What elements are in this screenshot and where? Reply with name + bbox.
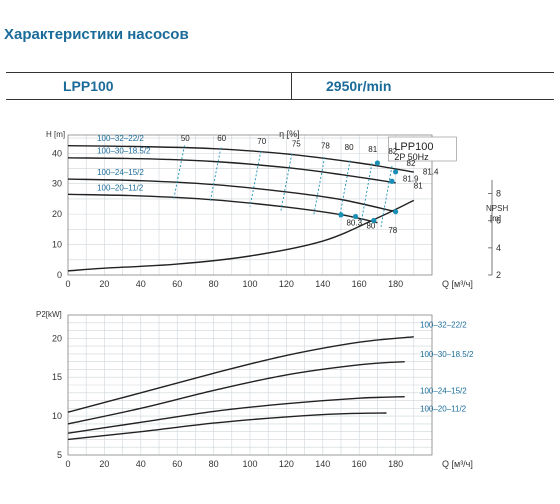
- legend-box: [388, 136, 457, 162]
- x-tick-label: 100: [242, 459, 257, 469]
- y-tick-label: 10: [52, 240, 62, 250]
- operating-point: [393, 209, 399, 215]
- x-tick-label: 80: [209, 459, 219, 469]
- x-tick-label: 0: [65, 459, 70, 469]
- efficiency-isoline: [173, 145, 185, 200]
- x-axis-label: Q [м³/ч]: [442, 279, 473, 289]
- head-curve: [67, 193, 378, 224]
- x-tick-label: 140: [315, 279, 330, 289]
- efficiency-value-label: 80: [345, 143, 354, 152]
- model-header-table: LPP100 2950r/min: [6, 72, 554, 100]
- rotation-speed: 2950r/min: [326, 78, 392, 94]
- y-axis-label: H [m]: [46, 130, 65, 139]
- efficiency-value-label: 81.9: [403, 174, 419, 183]
- x-tick-label: 180: [388, 459, 403, 469]
- efficiency-isoline: [313, 157, 326, 216]
- operating-point: [371, 217, 377, 224]
- efficiency-value-label: 78: [321, 141, 330, 150]
- legend-subtitle: 2P 50Hz: [394, 152, 429, 162]
- efficiency-value-label: 81.4: [423, 168, 439, 177]
- efficiency-value-label: 50: [181, 134, 190, 143]
- power-curve-label: 100–20–11/2: [420, 404, 467, 413]
- npsh-tick-label: 8: [496, 189, 501, 199]
- operating-point: [352, 213, 359, 220]
- npsh-axis-label: NPSH: [486, 204, 508, 213]
- y-tick-label: 5: [57, 450, 62, 460]
- y-tick-label: 40: [52, 148, 62, 158]
- power-curve-label: 100–24–15/2: [420, 387, 467, 396]
- efficiency-value-label: 70: [257, 137, 266, 146]
- x-tick-label: 100: [242, 279, 257, 289]
- npsh-axis-unit: [m]: [490, 214, 501, 223]
- y-tick-label: 20: [52, 333, 62, 343]
- x-tick-label: 40: [136, 279, 146, 289]
- x-tick-label: 20: [99, 459, 109, 469]
- x-tick-label: 160: [352, 459, 367, 469]
- x-tick-label: 80: [209, 279, 219, 289]
- x-tick-label: 20: [99, 279, 109, 289]
- efficiency-isoline: [280, 153, 293, 211]
- head-curve: [67, 157, 396, 184]
- efficiency-axis-label: η [%]: [279, 129, 300, 139]
- plot-frame: [67, 134, 433, 276]
- efficiency-value-label: 75: [292, 139, 301, 148]
- y-tick-label: 0: [57, 270, 62, 280]
- x-tick-label: 160: [352, 279, 367, 289]
- legend-title: LPP100: [394, 141, 433, 153]
- npsh-tick-label: 4: [496, 243, 501, 253]
- efficiency-isoline: [209, 147, 222, 203]
- operating-point: [393, 169, 399, 175]
- plot-frame: [67, 314, 433, 456]
- y-axis-label: P2[kW]: [36, 310, 62, 319]
- npsh-tick-label: 2: [496, 270, 501, 280]
- power-curve-label: 100–32–22/2: [420, 320, 467, 329]
- efficiency-value-label: 60: [217, 134, 226, 143]
- power-curve: [67, 361, 405, 425]
- head-curve-label: 100–32–22/2: [97, 134, 144, 143]
- operating-point: [389, 178, 395, 184]
- y-tick-label: 15: [52, 372, 62, 382]
- x-tick-label: 0: [65, 279, 70, 289]
- efficiency-value-label: 82: [388, 147, 397, 156]
- efficiency-value-label: 80.3: [346, 219, 362, 228]
- efficiency-value-label: 82: [407, 159, 416, 168]
- x-tick-label: 40: [136, 459, 146, 469]
- npsh-curve: [67, 199, 415, 272]
- efficiency-value-label: 81: [368, 145, 377, 154]
- head-efficiency-chart: 0 20 40 60 80 100 120 140 160 180 Q [м³/ч] 0 10 20 30 4…: [46, 129, 508, 289]
- power-curve: [67, 412, 387, 441]
- efficiency-isoline: [380, 166, 393, 227]
- x-tick-label: 140: [315, 459, 330, 469]
- x-tick-label: 60: [172, 459, 182, 469]
- efficiency-value-label: 81: [414, 181, 423, 190]
- model-name: LPP100: [63, 78, 114, 94]
- operating-point: [374, 160, 380, 166]
- x-tick-label: 180: [388, 279, 403, 289]
- efficiency-value-label: 78: [388, 226, 397, 235]
- page-title: Характеристики насосов: [4, 26, 189, 43]
- header-divider: [291, 73, 292, 99]
- y-tick-label: 20: [52, 209, 62, 219]
- power-curve: [67, 336, 414, 413]
- efficiency-isoline: [249, 150, 262, 207]
- power-chart: 0 20 40 60 80 100 120 140 160 180 Q [м³/ч] 5 10 15 20 P…: [36, 310, 474, 469]
- y-tick-label: 30: [52, 179, 62, 189]
- efficiency-value-label: 80: [366, 222, 375, 231]
- head-curve-label: 100–20–11/2: [97, 183, 144, 192]
- npsh-tick-label: 6: [496, 216, 501, 226]
- head-curve: [67, 178, 396, 213]
- x-tick-label: 120: [279, 459, 294, 469]
- power-curve: [67, 396, 405, 434]
- x-tick-label: 60: [172, 279, 182, 289]
- power-curve-label: 100–30–18.5/2: [420, 350, 474, 359]
- head-curve-label: 100–24–15/2: [97, 168, 144, 177]
- y-tick-label: 10: [52, 411, 62, 421]
- head-curve-label: 100–30–18.5/2: [97, 146, 151, 155]
- efficiency-isoline: [338, 160, 351, 220]
- x-tick-label: 120: [279, 279, 294, 289]
- operating-point: [338, 212, 344, 218]
- x-axis-label: Q [м³/ч]: [442, 459, 473, 469]
- head-curve: [67, 145, 414, 173]
